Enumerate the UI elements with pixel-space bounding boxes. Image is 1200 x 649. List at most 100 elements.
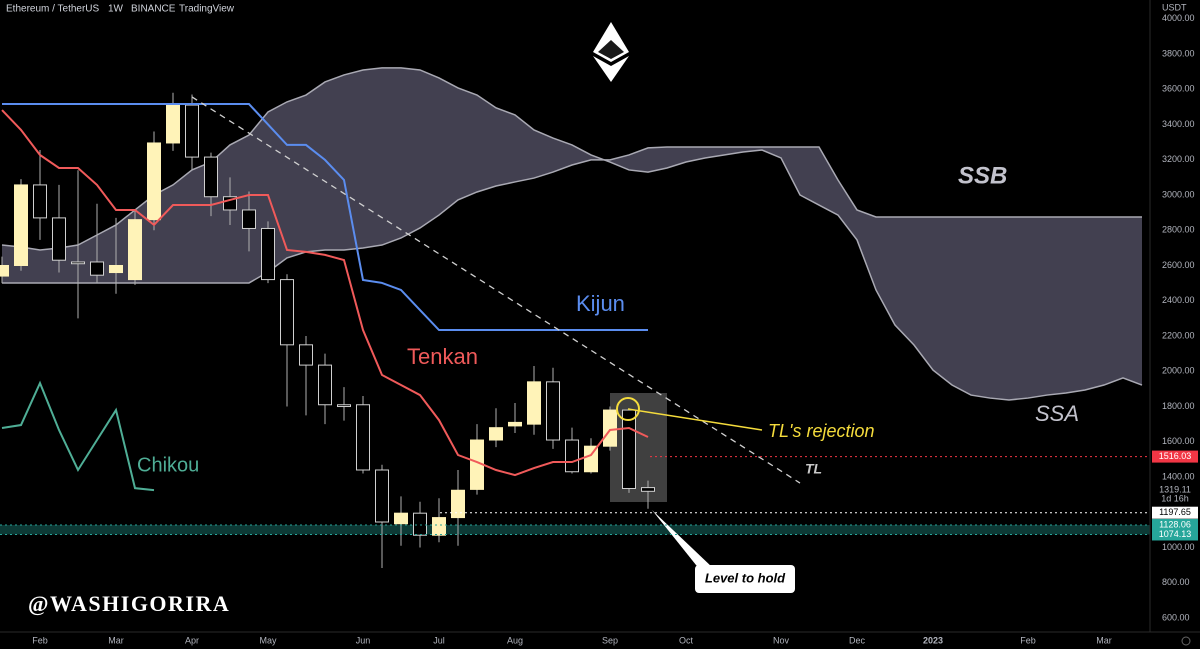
series-label: SSA <box>1035 401 1079 426</box>
candle-body <box>565 439 579 473</box>
y-tick-label: 1000.00 <box>1162 542 1195 552</box>
level-pointer <box>652 510 713 570</box>
x-tick-label: Nov <box>773 635 790 645</box>
y-tick-label: 1800.00 <box>1162 401 1195 411</box>
watermark: @WASHIGORIRA <box>28 591 230 616</box>
candle-body <box>71 261 85 265</box>
indicator-line <box>2 103 648 332</box>
candle-body <box>147 142 161 221</box>
candle-body <box>584 445 598 473</box>
candle-body <box>109 264 123 274</box>
x-tick-label: Sep <box>602 635 618 645</box>
y-tick-label: 3000.00 <box>1162 189 1195 199</box>
eth-logo <box>593 22 629 82</box>
candle-body <box>603 409 617 447</box>
indicator-line <box>2 146 1142 284</box>
candle-body <box>166 104 180 144</box>
settings-icon[interactable] <box>1181 636 1191 646</box>
ichimoku-cloud <box>2 67 1142 401</box>
x-tick-label: May <box>259 635 277 645</box>
rejection-pointer <box>627 408 763 431</box>
candle-body <box>356 404 370 471</box>
countdown: 1d 16h <box>1161 494 1189 504</box>
candle-body <box>128 219 142 281</box>
x-tick-label: Aug <box>507 635 523 645</box>
level-label: Level to hold <box>705 570 786 585</box>
rejection-label: TL's rejection <box>768 421 874 441</box>
y-tick-label: 600.00 <box>1162 612 1190 622</box>
candle-body <box>432 517 446 536</box>
candle-body <box>242 209 256 229</box>
candle-body <box>33 184 47 219</box>
candle-body <box>451 489 465 519</box>
x-tick-label: Feb <box>1020 635 1036 645</box>
y-tick-label: 4000.00 <box>1162 13 1195 23</box>
price-label: 1074.13 <box>1159 529 1192 539</box>
indicator-line <box>1 380 155 492</box>
candle-body <box>546 381 560 441</box>
current-price: 1319.11 <box>1159 485 1191 495</box>
y-tick-label: 2600.00 <box>1162 260 1195 270</box>
series-label: Chikou <box>137 454 199 476</box>
candle-body <box>90 261 104 276</box>
y-tick-label: 800.00 <box>1162 577 1190 587</box>
price-label: 1128.06 <box>1159 519 1191 529</box>
y-tick-label: 2800.00 <box>1162 225 1195 235</box>
candle-body <box>337 404 351 408</box>
indicator-line <box>1 109 649 477</box>
interval: 1W <box>108 4 124 15</box>
y-tick-label: 2200.00 <box>1162 330 1195 340</box>
price-label-box <box>1152 528 1198 541</box>
y-tick-label: 1400.00 <box>1162 471 1195 481</box>
candle-body <box>508 421 522 427</box>
level-box <box>695 565 795 593</box>
candle-body <box>299 344 313 366</box>
rejection-circle <box>616 397 640 421</box>
x-tick-label: 2023 <box>923 635 943 645</box>
price-label: 1516.03 <box>1159 451 1192 461</box>
y-tick-label: 3600.00 <box>1162 84 1195 94</box>
price-label-box <box>1152 450 1198 463</box>
x-tick-label: Apr <box>185 635 199 645</box>
x-tick-label: Mar <box>1096 635 1112 645</box>
candle-body <box>527 381 541 425</box>
candle-body <box>375 469 389 523</box>
candle-body <box>413 512 427 536</box>
candle-body <box>280 279 294 346</box>
series-label: TL <box>805 461 822 477</box>
current-price-box <box>1152 484 1198 505</box>
x-tick-label: Feb <box>32 635 48 645</box>
x-tick-label: Jun <box>356 635 371 645</box>
x-tick-label: Oct <box>679 635 694 645</box>
marks-layer <box>0 92 655 569</box>
candle-body <box>204 156 218 198</box>
series-label: Kijun <box>576 291 625 316</box>
x-tick-label: Jul <box>433 635 445 645</box>
candle-body <box>489 427 503 441</box>
price-label-box <box>1152 506 1198 519</box>
currency[interactable]: USDT <box>1162 2 1187 12</box>
candle-body <box>261 227 275 281</box>
candle-body <box>0 264 9 277</box>
y-tick-label: 3800.00 <box>1162 48 1195 58</box>
y-tick-label: 2400.00 <box>1162 295 1195 305</box>
header: Ethereum / TetherUS 1W BINANCE TradingVi… <box>6 4 235 15</box>
candle-body <box>52 217 66 261</box>
y-tick-label: 1600.00 <box>1162 436 1195 446</box>
price-label-box <box>1152 518 1198 531</box>
symbol: Ethereum / TetherUS <box>6 4 100 15</box>
support-zone <box>0 524 1150 535</box>
exchange: BINANCE <box>131 4 176 15</box>
candle-body <box>641 487 655 492</box>
y-tick-label: 3400.00 <box>1162 119 1195 129</box>
candle-body <box>14 184 28 266</box>
candle-body <box>622 409 636 489</box>
series-label: Tenkan <box>407 344 478 369</box>
series-label: SSB <box>958 162 1007 189</box>
price-label: 1197.65 <box>1159 507 1191 517</box>
y-tick-label: 3200.00 <box>1162 154 1195 164</box>
x-tick-label: Dec <box>849 635 866 645</box>
x-tick-label: Mar <box>108 635 124 645</box>
